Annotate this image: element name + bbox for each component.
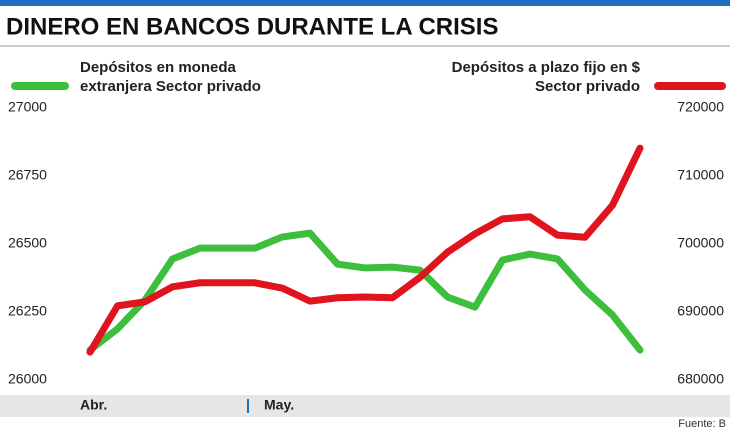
x-tick-label: Abr. (80, 397, 107, 413)
y2-tick-label: 680000 (677, 371, 724, 387)
top-bar (0, 0, 730, 6)
y2-tick-label: 720000 (677, 99, 724, 115)
series-line (86, 144, 644, 356)
series-line (86, 229, 644, 354)
y2-tick-label: 700000 (677, 235, 724, 251)
x-axis-band (0, 395, 730, 417)
chart-title: DINERO EN BANCOS DURANTE LA CRISIS (6, 13, 498, 40)
x-tick-label: May. (264, 397, 294, 413)
y-tick-label: 26000 (8, 371, 47, 387)
y2-tick-label: 710000 (677, 167, 724, 183)
source: Fuente: B (678, 418, 726, 430)
y-tick-label: 27000 (8, 99, 47, 115)
y-tick-label: 26500 (8, 235, 47, 251)
y-tick-label: 26750 (8, 167, 47, 183)
y-tick-label: 26250 (8, 303, 47, 319)
legend-label: Depósitos a plazo fijo en $ Sector priva… (451, 59, 640, 95)
legend-label: Depósitos en moneda extranjera Sector pr… (80, 59, 261, 95)
y2-tick-label: 690000 (677, 303, 724, 319)
